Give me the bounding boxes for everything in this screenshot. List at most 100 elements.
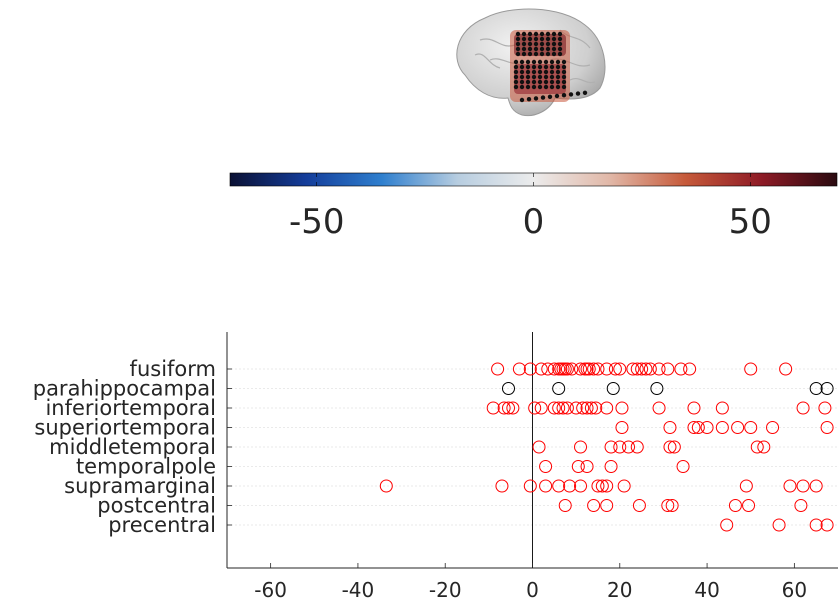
data-point xyxy=(687,421,701,434)
data-point xyxy=(613,440,627,454)
electrode-dot xyxy=(533,96,539,101)
electrode-dot xyxy=(543,59,549,65)
data-point xyxy=(794,499,808,512)
data-point xyxy=(750,440,764,454)
x-tick-label: 60 xyxy=(782,578,807,602)
data-point xyxy=(630,362,644,376)
electrode-dot xyxy=(539,46,545,52)
data-point xyxy=(574,479,588,493)
electrode-dot xyxy=(561,64,567,70)
x-tick-label: 40 xyxy=(694,578,719,602)
data-point xyxy=(604,440,618,454)
electrode-dot xyxy=(531,74,537,80)
electrode-dot xyxy=(533,41,539,47)
electrode-dot xyxy=(525,69,531,75)
data-point xyxy=(661,499,675,512)
data-point xyxy=(720,518,734,532)
electrode-dot xyxy=(521,36,527,42)
electrode-dot xyxy=(568,92,574,97)
data-point xyxy=(766,421,780,434)
data-point xyxy=(589,401,603,415)
electrode-dot xyxy=(527,31,533,37)
electrode-dot xyxy=(537,69,543,75)
electrode-dot xyxy=(525,59,531,65)
y-tick-label: middletemporal xyxy=(49,435,216,459)
data-point xyxy=(663,440,677,454)
data-point xyxy=(728,499,742,512)
electrode-dot xyxy=(519,59,525,65)
electrode-dot xyxy=(551,31,557,37)
data-point xyxy=(582,362,596,376)
data-point xyxy=(571,460,585,473)
electrode-dot xyxy=(519,64,525,70)
data-point xyxy=(809,382,823,395)
electrode-dot xyxy=(554,93,560,99)
data-point xyxy=(547,401,561,415)
electrode-dot xyxy=(543,74,549,80)
data-point xyxy=(576,401,590,415)
electrode-dot xyxy=(531,59,537,65)
data-point xyxy=(552,479,566,493)
electrode-dot xyxy=(555,64,561,70)
data-point xyxy=(615,421,629,434)
data-point xyxy=(587,362,601,376)
data-point xyxy=(635,362,649,376)
electrode-dot xyxy=(521,51,527,57)
electrode-dot xyxy=(545,46,551,52)
electrode-dot xyxy=(515,46,521,52)
electrode-dot xyxy=(515,51,521,57)
data-point xyxy=(652,362,666,376)
electrode-dot xyxy=(531,79,537,85)
data-point xyxy=(772,518,786,532)
data-point xyxy=(617,479,631,493)
data-point xyxy=(820,421,834,434)
electrode-dot xyxy=(543,79,549,85)
data-point xyxy=(783,479,797,493)
x-tick-label: -60 xyxy=(254,578,287,602)
y-tick-label: inferiortemporal xyxy=(45,396,216,420)
electrode-dot xyxy=(545,41,551,47)
y-tick-label: fusiform xyxy=(130,357,216,381)
electrode-dot xyxy=(539,36,545,42)
data-point xyxy=(523,479,537,493)
data-point xyxy=(587,499,601,512)
data-point xyxy=(552,382,566,395)
electrode-dot xyxy=(549,79,555,85)
data-point xyxy=(744,421,758,434)
brain-rendering xyxy=(456,8,606,117)
data-point xyxy=(558,499,572,512)
electrode-dot xyxy=(555,69,561,75)
data-point xyxy=(497,401,511,415)
data-point xyxy=(674,362,688,376)
y-tick-label: postcentral xyxy=(97,494,216,518)
data-point xyxy=(650,382,664,395)
electrode-dot xyxy=(555,59,561,65)
electrode-dot xyxy=(555,84,561,90)
electrode-dot xyxy=(549,64,555,70)
data-point xyxy=(563,479,577,493)
data-point xyxy=(556,401,570,415)
electrode-dot xyxy=(561,93,567,98)
electrode-dot xyxy=(527,51,533,57)
x-tick-label: -40 xyxy=(342,578,375,602)
electrode-dot xyxy=(525,79,531,85)
data-point xyxy=(608,362,622,376)
electrode-dot xyxy=(533,46,539,52)
electrode-dot xyxy=(519,84,525,90)
data-point xyxy=(779,362,793,376)
data-point xyxy=(600,499,614,512)
data-point xyxy=(630,440,644,454)
electrode-dot xyxy=(533,51,539,57)
electrode-dot xyxy=(527,36,533,42)
data-point xyxy=(715,401,729,415)
electrode-dot xyxy=(526,97,532,102)
electrode-dot xyxy=(555,74,561,80)
electrode-dot xyxy=(519,79,525,85)
y-tick-label: precentral xyxy=(108,513,216,537)
electrode-dot xyxy=(555,79,561,85)
electrode-dot xyxy=(519,97,525,103)
data-point xyxy=(591,362,605,376)
y-ticks: fusiformparahippocampalinferiortemporals… xyxy=(33,357,232,537)
data-point xyxy=(532,440,546,454)
electrode-dot xyxy=(527,46,533,52)
